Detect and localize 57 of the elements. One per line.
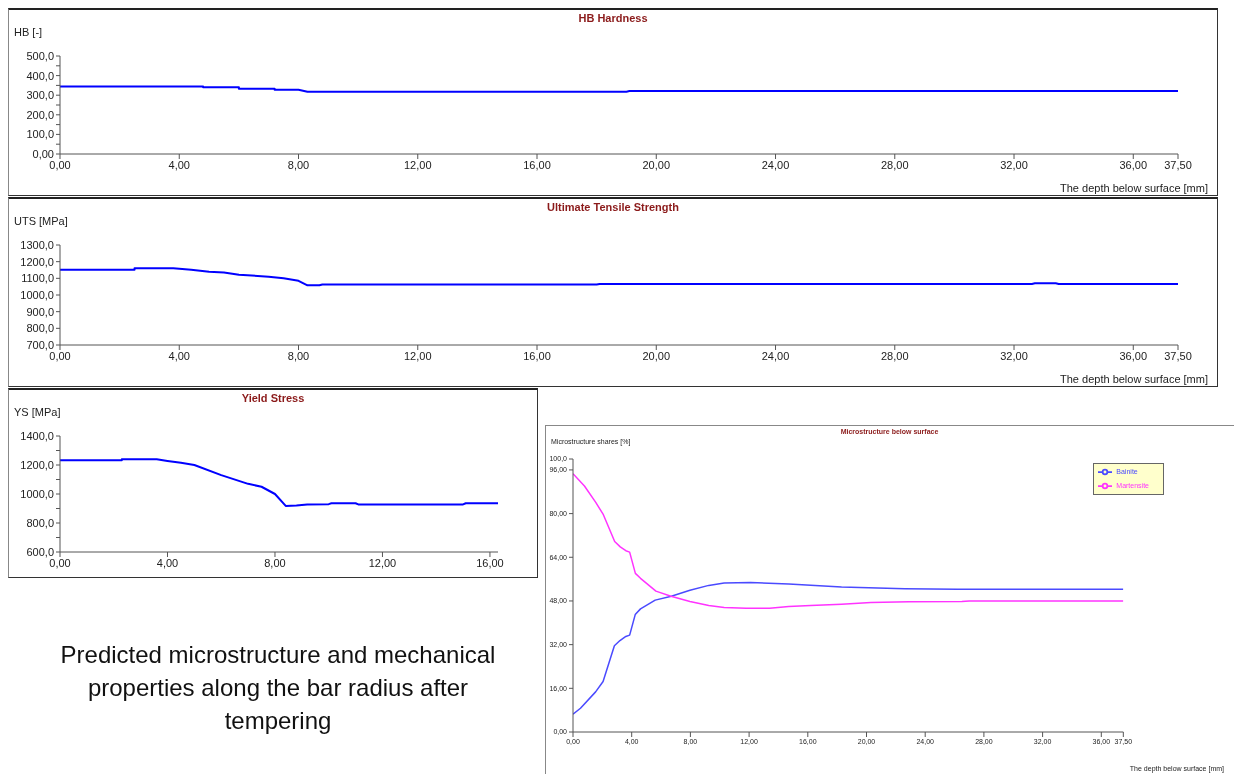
y-tick-label: 400,0 bbox=[26, 69, 54, 82]
x-tick-label: 0,00 bbox=[49, 349, 71, 362]
x-tick-label: 32,00 bbox=[1000, 349, 1028, 362]
line-series bbox=[60, 267, 1178, 287]
y-tick-label: 800,0 bbox=[26, 322, 54, 335]
line-series bbox=[60, 458, 498, 507]
chart-title: Yield Stress bbox=[240, 392, 306, 404]
y-tick-label: 100,0 bbox=[26, 128, 54, 141]
x-tick-label: 4,00 bbox=[168, 349, 190, 362]
x-tick-label: 36,00 bbox=[1119, 349, 1148, 362]
x-axis-title: The depth below surface [mm] bbox=[1060, 182, 1208, 194]
y-tick-label: 800,0 bbox=[26, 516, 54, 529]
y-tick-label: 1400,0 bbox=[20, 429, 54, 442]
x-tick-label: 0,00 bbox=[49, 556, 71, 569]
y-tick-label: 200,0 bbox=[26, 108, 54, 121]
chart-title: HB Hardness bbox=[577, 12, 649, 24]
x-tick-label: 12,00 bbox=[403, 158, 432, 171]
x-tick-label: 12,00 bbox=[403, 349, 432, 362]
y-tick-label: 500,0 bbox=[26, 49, 54, 62]
y-tick-label: 1200,0 bbox=[20, 458, 54, 471]
y-tick-label: 700,0 bbox=[26, 338, 54, 351]
y-tick-label: 600,0 bbox=[26, 545, 54, 558]
y-axis-title: UTS [MPa] bbox=[14, 215, 68, 227]
chart-title: Ultimate Tensile Strength bbox=[546, 201, 680, 213]
y-tick-label: 1000,0 bbox=[20, 487, 54, 500]
x-axis-title: The depth below surface [mm] bbox=[1060, 373, 1208, 385]
x-tick-label: 16,00 bbox=[523, 349, 551, 362]
x-tick-label: 12,00 bbox=[368, 556, 397, 569]
text: Predicted microstructure and mechanical properties along the bar radius after tempering bbox=[59, 640, 497, 736]
y-tick-label: 300,0 bbox=[26, 89, 54, 102]
x-tick-label: 0,00 bbox=[49, 158, 71, 171]
x-tick-label: 32,00 bbox=[1000, 158, 1028, 171]
x-tick-label: 24,00 bbox=[761, 349, 790, 362]
x-tick-label: 16,00 bbox=[476, 556, 504, 569]
x-tick-label: 36,00 bbox=[1119, 158, 1148, 171]
y-tick-label: 900,0 bbox=[26, 305, 54, 318]
x-tick-label: 37,50 bbox=[1164, 349, 1192, 362]
y-tick-label: 1200,0 bbox=[20, 255, 54, 268]
x-tick-label: 4,00 bbox=[168, 158, 190, 171]
x-tick-label: 28,00 bbox=[881, 158, 909, 171]
x-tick-label: 20,00 bbox=[642, 349, 671, 362]
x-tick-label: 24,00 bbox=[761, 158, 790, 171]
x-tick-label: 8,00 bbox=[287, 349, 310, 362]
y-axis-title: YS [MPa] bbox=[14, 406, 61, 418]
y-tick-label: 0,00 bbox=[32, 147, 54, 160]
x-tick-label: 8,00 bbox=[287, 158, 310, 171]
line-series bbox=[573, 581, 1124, 716]
x-tick-label: 8,00 bbox=[264, 556, 286, 569]
x-tick-label: 28,00 bbox=[881, 349, 909, 362]
y-tick-label: 1300,0 bbox=[20, 238, 54, 251]
x-tick-label: 37,50 bbox=[1164, 158, 1192, 171]
x-tick-label: 4,00 bbox=[156, 556, 179, 569]
y-tick-label: 1000,0 bbox=[20, 288, 54, 301]
y-tick-label: 1100,0 bbox=[21, 272, 54, 285]
y-axis-title: HB [-] bbox=[14, 26, 43, 38]
x-tick-label: 16,00 bbox=[523, 158, 551, 171]
x-tick-label: 20,00 bbox=[642, 158, 671, 171]
